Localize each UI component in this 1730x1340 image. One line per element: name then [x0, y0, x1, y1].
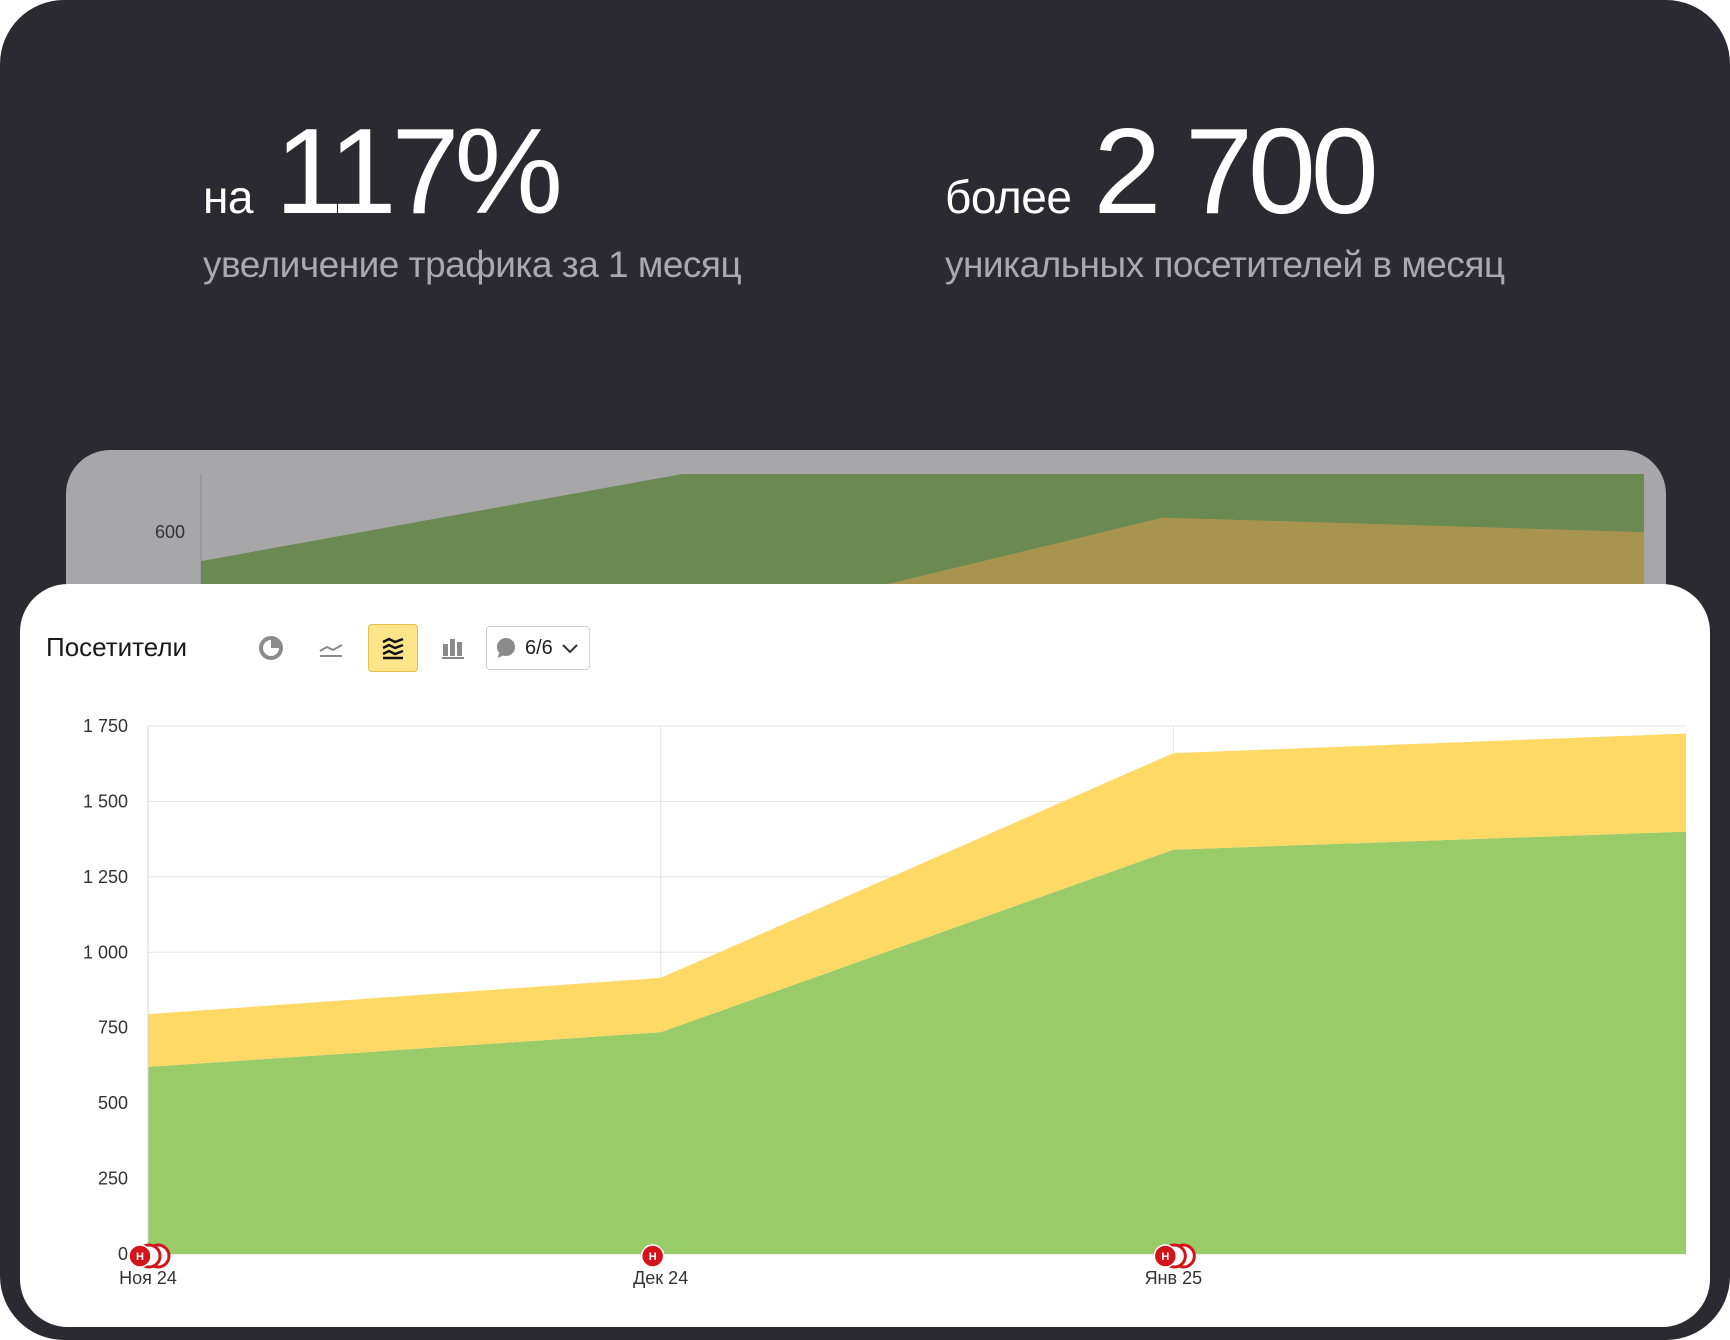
bar-chart-button[interactable] — [428, 624, 478, 672]
y-tick-label: 1 250 — [83, 867, 128, 887]
stat-caption: увеличение трафика за 1 месяц — [203, 244, 742, 285]
stacked-area-button[interactable] — [368, 624, 418, 672]
annotation-marker-dot — [1153, 1244, 1178, 1268]
y-tick-label: 750 — [98, 1018, 128, 1038]
stat-prefix: более — [945, 171, 1072, 223]
pie-chart-button[interactable] — [246, 624, 296, 672]
x-tick-label: Дек 24 — [633, 1268, 688, 1288]
annotation-marker-label: Н — [136, 1251, 144, 1263]
stat-prefix: на — [203, 171, 254, 223]
y-tick-label: 1 500 — [83, 791, 128, 811]
x-tick-label: Янв 25 — [1145, 1268, 1203, 1288]
y-tick-label: 500 — [98, 1093, 128, 1113]
comment-icon — [497, 638, 515, 658]
annotation-marker[interactable]: Н — [128, 1243, 171, 1269]
annotations-count: 6/6 — [525, 636, 553, 659]
chevron-down-icon — [562, 644, 578, 654]
y-tick-label: 250 — [98, 1169, 128, 1189]
y-tick-label: 1 000 — [83, 942, 128, 962]
annotation-marker[interactable]: Н — [640, 1244, 665, 1268]
line-chart-button[interactable] — [306, 624, 356, 672]
annotation-marker-label: Н — [1161, 1251, 1169, 1263]
chart-toolbar: Посетители — [46, 624, 646, 674]
chart-title: Посетители — [46, 632, 188, 662]
bar-chart-icon — [442, 639, 464, 659]
visitors-area-chart: 0 250 500 750 1 000 1 250 1 500 1 750 Ноя 24 Дек … — [83, 716, 1686, 1288]
stacked-area-icon — [382, 637, 404, 660]
area-series-0 — [148, 831, 1686, 1254]
annotations-dropdown[interactable]: 6/6 — [486, 626, 590, 670]
stat-unique-visitors: более 2 700 уникальных посетителей в мес… — [945, 110, 1505, 286]
annotation-marker[interactable]: Н — [1153, 1243, 1196, 1269]
bg-y-tick-label: 600 — [155, 522, 185, 542]
x-tick-label: Ноя 24 — [119, 1268, 177, 1288]
pie-chart-icon — [259, 636, 283, 660]
stat-value: 117% — [275, 103, 563, 239]
stat-value: 2 700 — [1093, 103, 1378, 239]
y-tick-label: 0 — [118, 1244, 128, 1264]
y-tick-label: 1 750 — [83, 716, 128, 736]
annotation-marker-dot — [128, 1244, 152, 1268]
annotation-marker-label: Н — [649, 1251, 657, 1263]
annotation-marker-dot — [640, 1244, 665, 1268]
area-series-1 — [148, 733, 1686, 1067]
stat-traffic-growth: на 117% увеличение трафика за 1 месяц — [203, 103, 742, 286]
stat-caption: уникальных посетителей в месяц — [945, 244, 1505, 285]
line-chart-icon — [319, 644, 343, 657]
visitors-chart-card: Посетители — [20, 584, 1710, 1327]
